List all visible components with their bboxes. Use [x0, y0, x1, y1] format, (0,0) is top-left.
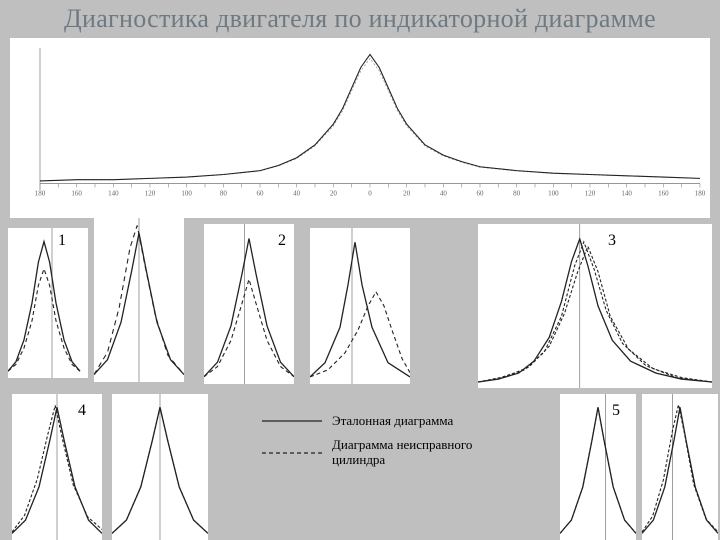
- svg-text:160: 160: [71, 190, 82, 198]
- svg-text:80: 80: [220, 190, 228, 198]
- top-chart-svg: 180 160 140 120 100 80 60 40 20 0 20 40 60 80 100 120 14…: [10, 38, 710, 218]
- panel-5: [560, 394, 636, 540]
- panel-1b: [94, 218, 184, 382]
- svg-text:140: 140: [621, 190, 632, 198]
- svg-text:40: 40: [440, 190, 448, 198]
- panel-4: [12, 394, 102, 540]
- svg-text:120: 120: [585, 190, 596, 198]
- svg-text:0: 0: [368, 190, 372, 198]
- svg-text:160: 160: [658, 190, 669, 198]
- svg-text:100: 100: [548, 190, 559, 198]
- legend-row-reference: Эталонная диаграмма: [260, 414, 520, 428]
- panel-label-5: 5: [612, 402, 620, 420]
- svg-text:180: 180: [695, 190, 706, 198]
- panel-label-2: 2: [278, 232, 286, 250]
- panel-3: [478, 224, 712, 388]
- panel-label-3: 3: [608, 232, 616, 250]
- legend-row-fault: Диаграмма неисправного цилиндра: [260, 438, 520, 467]
- svg-text:80: 80: [513, 190, 521, 198]
- legend-swatch-reference: [260, 414, 324, 428]
- legend-label-reference: Эталонная диаграмма: [332, 414, 453, 428]
- svg-text:60: 60: [477, 190, 485, 198]
- slide-title: Диагностика двигателя по индикаторной ди…: [0, 4, 720, 34]
- legend-swatch-fault: [260, 446, 324, 460]
- panel-5b: [642, 394, 718, 540]
- svg-text:140: 140: [108, 190, 119, 198]
- svg-text:180: 180: [35, 190, 46, 198]
- slide: Диагностика двигателя по индикаторной ди…: [0, 0, 720, 540]
- panel-1: [8, 228, 88, 378]
- svg-text:100: 100: [181, 190, 192, 198]
- svg-text:20: 20: [403, 190, 411, 198]
- panel-2b: [310, 228, 410, 384]
- panel-4b: [112, 394, 208, 540]
- svg-text:20: 20: [330, 190, 338, 198]
- top-indicator-diagram: 180 160 140 120 100 80 60 40 20 0 20 40 60 80 100 120 14…: [10, 38, 710, 218]
- svg-text:40: 40: [293, 190, 301, 198]
- legend-label-fault: Диаграмма неисправного цилиндра: [332, 438, 520, 467]
- legend: Эталонная диаграмма Диаграмма неисправно…: [260, 414, 520, 477]
- svg-text:60: 60: [257, 190, 265, 198]
- panel-label-4: 4: [78, 402, 86, 420]
- panel-label-1: 1: [58, 232, 66, 250]
- svg-text:120: 120: [145, 190, 156, 198]
